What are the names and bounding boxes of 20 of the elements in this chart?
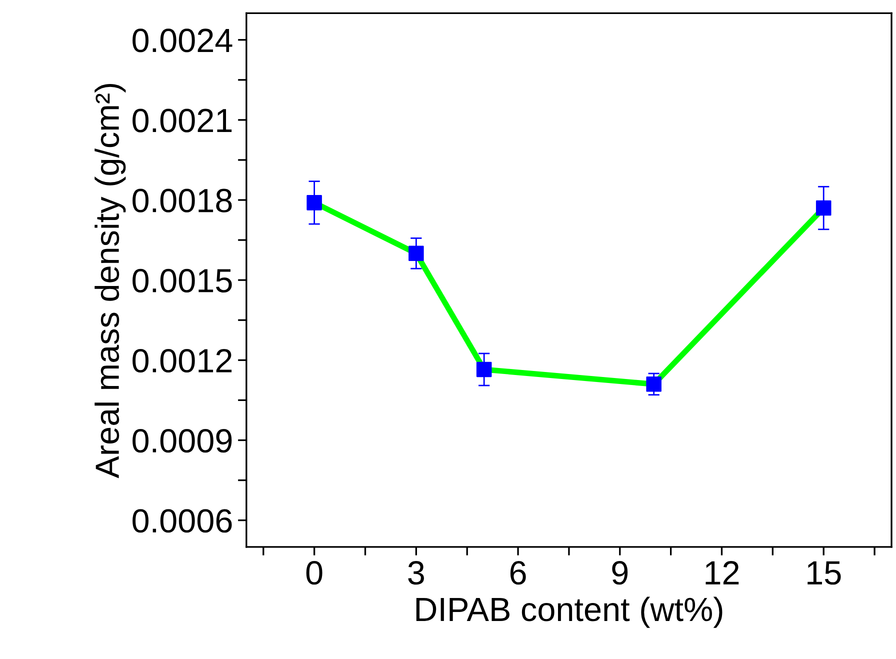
y-tick-label: 0.0015 [132,268,232,292]
x-tick-label: 3 [408,561,424,585]
y-tick-label: 0.0024 [132,28,232,52]
x-tick-label: 15 [808,561,841,585]
x-tick-label: 6 [510,561,526,585]
x-axis-title: DIPAB content (wt%) [416,596,722,628]
y-axis-title: Areal mass density (g/cm²) [94,84,126,478]
y-tick-label: 0.0006 [132,509,232,533]
point [476,362,492,378]
y-tick-label: 0.0012 [132,348,232,373]
point [816,200,832,216]
y-tick-label: 0.0009 [132,429,232,453]
y-tick-label: 0.0021 [132,108,232,132]
x-tick-label: 9 [612,561,628,585]
y-tick-label: 0.0018 [132,188,232,212]
point [306,195,322,210]
point [408,246,424,262]
point [646,376,662,392]
x-tick-label: 12 [706,561,739,584]
x-tick-label: 0 [306,561,322,585]
